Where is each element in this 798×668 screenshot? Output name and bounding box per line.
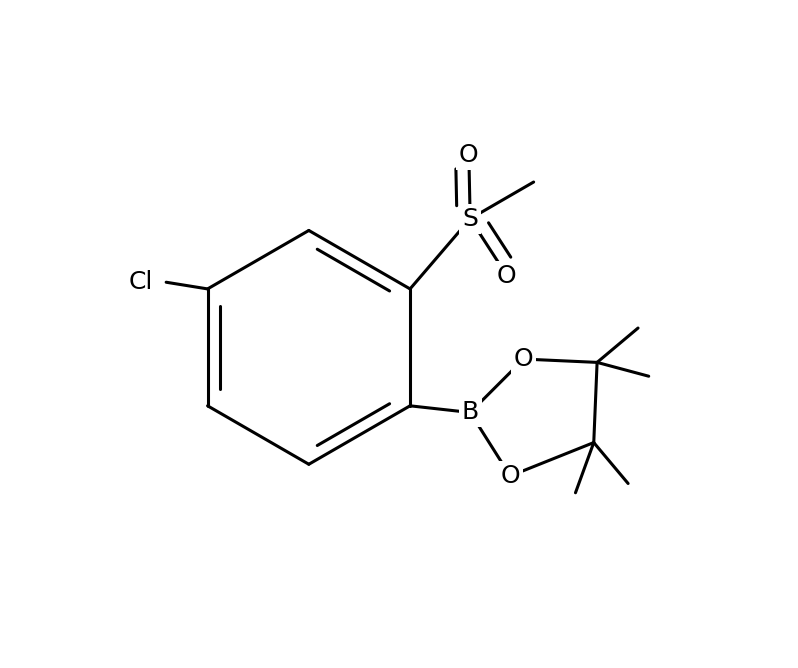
Text: Cl: Cl: [128, 271, 153, 294]
Text: B: B: [461, 401, 479, 424]
Text: O: O: [500, 464, 520, 488]
Text: O: O: [459, 144, 479, 167]
Text: O: O: [497, 264, 517, 287]
Text: S: S: [462, 207, 478, 230]
Text: O: O: [514, 347, 533, 371]
